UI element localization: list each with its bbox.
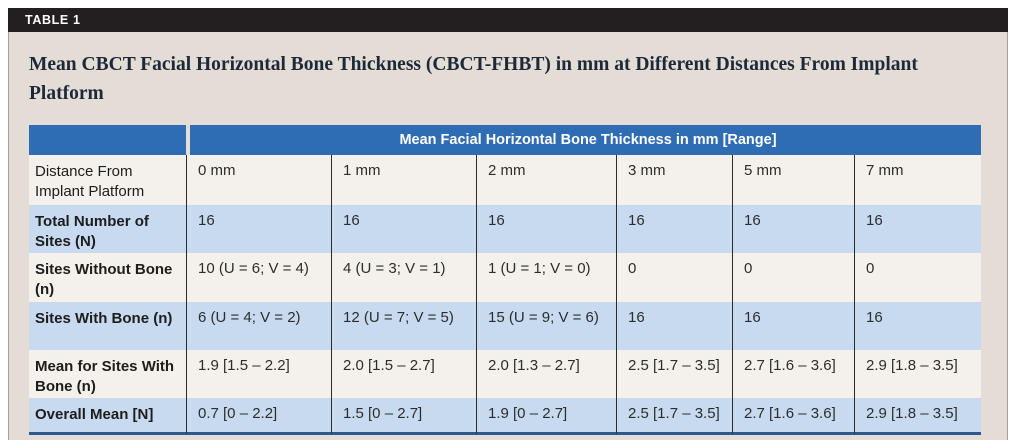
row-label: Sites Without Bone (n): [29, 253, 186, 303]
table-row-total-sites: Total Number of Sites (N) 16 16 16 16 16…: [29, 205, 982, 254]
merged-header-row: Mean Facial Horizontal Bone Thickness in…: [29, 125, 982, 156]
column-header-7mm: 7 mm: [854, 155, 982, 206]
column-header-3mm: 3 mm: [616, 155, 732, 206]
table-cell: 16: [616, 205, 732, 254]
table-row-sites-without-bone: Sites Without Bone (n) 10 (U = 6; V = 4)…: [29, 253, 982, 303]
table-cell: 1.9 [1.5 – 2.2]: [186, 350, 331, 399]
data-table: Mean Facial Horizontal Bone Thickness in…: [29, 125, 982, 436]
column-header-2mm: 2 mm: [476, 155, 616, 206]
table-cell: 12 (U = 7; V = 5): [331, 302, 476, 351]
row-label: Sites With Bone (n): [29, 302, 186, 351]
column-header-row: Distance From Implant Platform 0 mm 1 mm…: [29, 155, 982, 206]
figure-title: Mean CBCT Facial Horizontal Bone Thickne…: [29, 54, 918, 104]
merged-header-spacer: [29, 125, 186, 156]
figure-label: TABLE 1: [25, 13, 81, 27]
table-cell: 16: [854, 205, 982, 254]
row-label: Mean for Sites With Bone (n): [29, 350, 186, 399]
row-header: Distance From Implant Platform: [29, 155, 186, 206]
table-cell: 2.7 [1.6 – 3.6]: [732, 398, 854, 436]
table-cell: 4 (U = 3; V = 1): [331, 253, 476, 303]
table-cell: 2.7 [1.6 – 3.6]: [732, 350, 854, 399]
table-cell: 2.0 [1.5 – 2.7]: [331, 350, 476, 399]
table-cell: 0: [854, 253, 982, 303]
row-label: Total Number of Sites (N): [29, 205, 186, 254]
table-cell: 2.5 [1.7 – 3.5]: [616, 398, 732, 436]
table-cell: 16: [732, 205, 854, 254]
table-cell: 16: [616, 302, 732, 351]
column-header-5mm: 5 mm: [732, 155, 854, 206]
table-figure: TABLE 1 Mean CBCT Facial Horizontal Bone…: [8, 8, 1008, 440]
row-label: Overall Mean [N]: [29, 398, 186, 436]
figure-panel: Mean CBCT Facial Horizontal Bone Thickne…: [8, 32, 1008, 440]
table-cell: 1.9 [0 – 2.7]: [476, 398, 616, 436]
table-cell: 0: [616, 253, 732, 303]
column-header-0mm: 0 mm: [186, 155, 331, 206]
table-cell: 6 (U = 4; V = 2): [186, 302, 331, 351]
table-cell: 2.9 [1.8 – 3.5]: [854, 398, 982, 436]
table-cell: 2.9 [1.8 – 3.5]: [854, 350, 982, 399]
table-cell: 16: [854, 302, 982, 351]
table-cell: 2.0 [1.3 – 2.7]: [476, 350, 616, 399]
table-cell: 1 (U = 1; V = 0): [476, 253, 616, 303]
table-cell: 0.7 [0 – 2.2]: [186, 398, 331, 436]
table-row-mean-sites-with-bone: Mean for Sites With Bone (n) 1.9 [1.5 – …: [29, 350, 982, 399]
table-cell: 16: [186, 205, 331, 254]
table-cell: 0: [732, 253, 854, 303]
table-cell: 16: [331, 205, 476, 254]
table-row-sites-with-bone: Sites With Bone (n) 6 (U = 4; V = 2) 12 …: [29, 302, 982, 351]
table-cell: 16: [476, 205, 616, 254]
column-header-1mm: 1 mm: [331, 155, 476, 206]
figure-label-bar: TABLE 1: [8, 8, 1008, 32]
merged-header: Mean Facial Horizontal Bone Thickness in…: [186, 125, 982, 156]
table-row-overall-mean: Overall Mean [N] 0.7 [0 – 2.2] 1.5 [0 – …: [29, 398, 982, 436]
table-cell: 2.5 [1.7 – 3.5]: [616, 350, 732, 399]
table-cell: 10 (U = 6; V = 4): [186, 253, 331, 303]
table-cell: 16: [732, 302, 854, 351]
table-cell: 15 (U = 9; V = 6): [476, 302, 616, 351]
table-cell: 1.5 [0 – 2.7]: [331, 398, 476, 436]
